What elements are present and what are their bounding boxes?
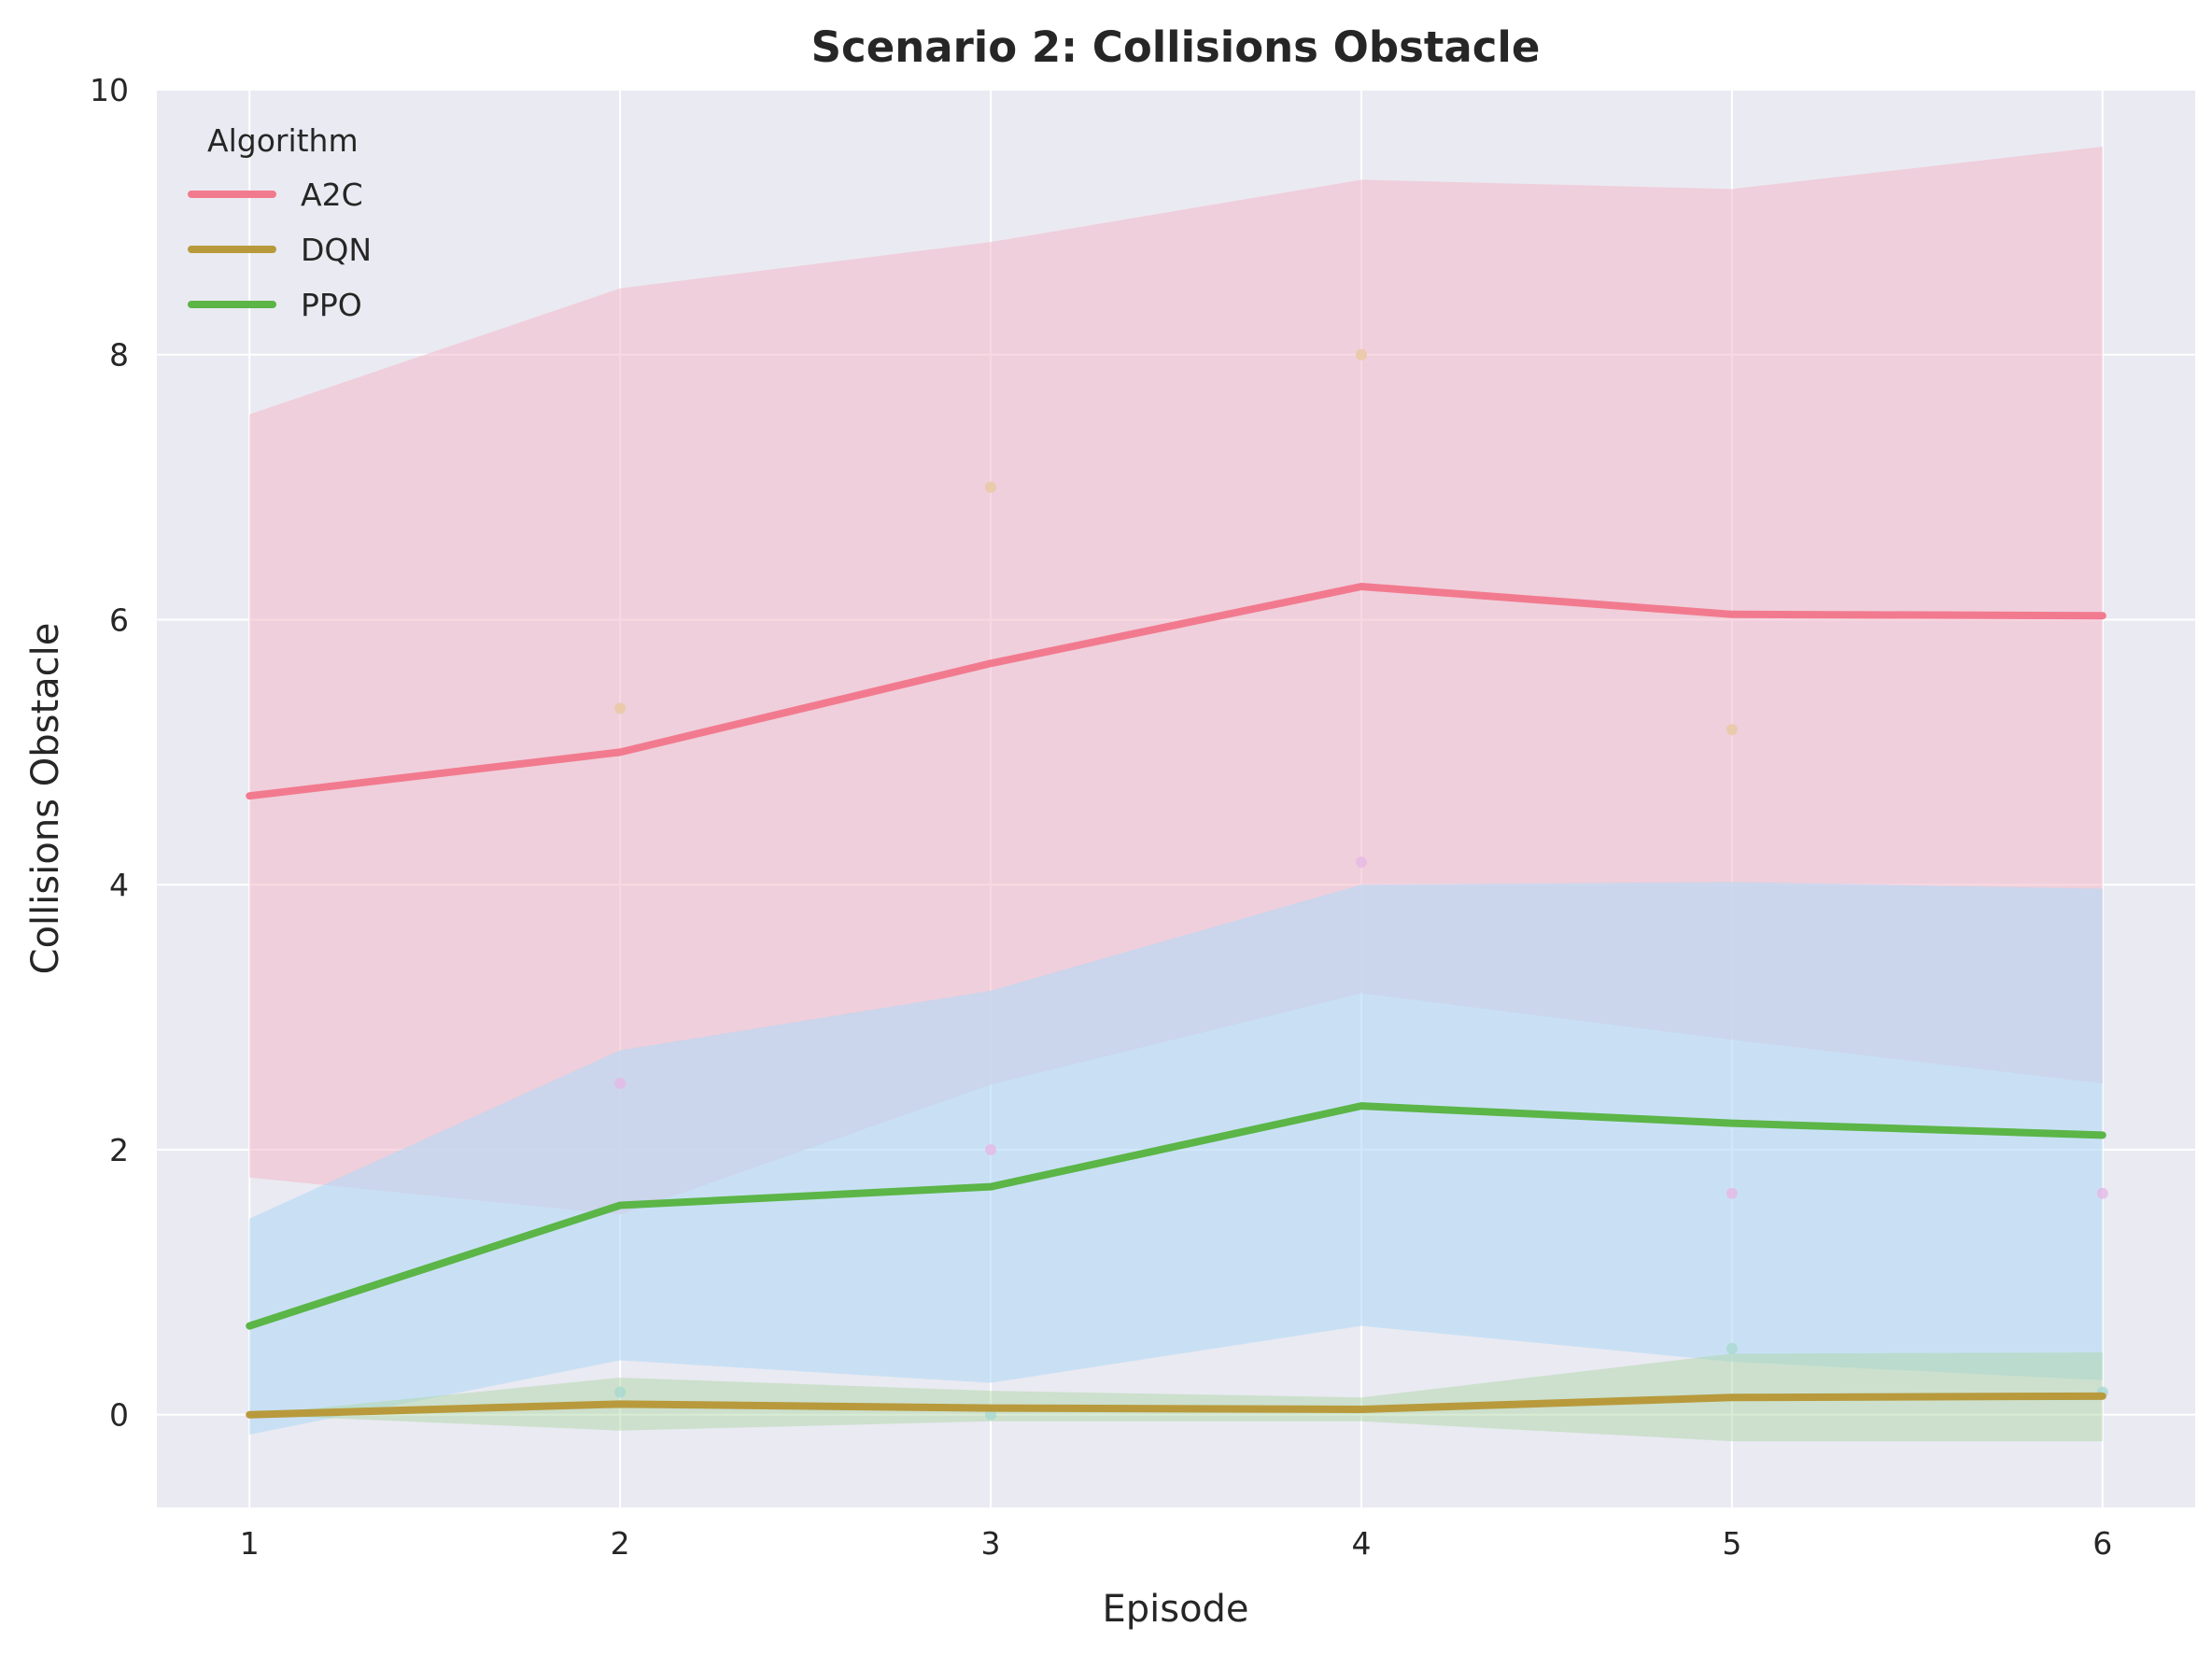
scatter-point-2 xyxy=(614,1078,627,1090)
y-tick-label: 6 xyxy=(109,601,129,638)
confidence-band-3 xyxy=(249,1352,2103,1442)
scatter-point-3 xyxy=(614,1386,627,1398)
y-axis-label: Collisions Obstacle xyxy=(24,623,67,975)
scatter-point-3 xyxy=(985,1408,997,1421)
series-line-dqn xyxy=(246,1392,2106,1419)
series-line-a2c xyxy=(246,583,2106,800)
legend-label-a2c: A2C xyxy=(301,177,363,213)
scatter-point-2 xyxy=(985,1143,997,1155)
scatter-point-2 xyxy=(1355,856,1367,869)
x-tick-label: 1 xyxy=(240,1525,260,1562)
scatter-point-2 xyxy=(2096,1187,2108,1199)
confidence-band-2 xyxy=(249,882,2103,1435)
scatter-point-1 xyxy=(1726,724,1738,736)
legend: Algorithm A2C DQN PPO xyxy=(188,122,372,323)
y-tick-label: 8 xyxy=(109,337,129,374)
y-tick-label: 2 xyxy=(109,1132,129,1168)
x-tick-label: 6 xyxy=(2092,1525,2112,1562)
chart-title: Scenario 2: Collisions Obstacle xyxy=(811,22,1541,72)
x-tick-label: 2 xyxy=(611,1525,630,1562)
x-tick-label: 3 xyxy=(981,1525,1001,1562)
y-tick-label: 10 xyxy=(90,72,129,108)
scatter-point-3 xyxy=(1726,1342,1738,1354)
series-lines xyxy=(246,583,2106,1419)
scatter-point-1 xyxy=(1355,348,1367,361)
legend-label-dqn: DQN xyxy=(301,232,372,268)
y-axis-ticks: 0 2 4 6 8 10 xyxy=(90,72,129,1434)
scatter-point-2 xyxy=(1726,1187,1738,1199)
scatter-point-1 xyxy=(985,481,997,493)
y-tick-label: 0 xyxy=(109,1397,129,1434)
confidence-bands xyxy=(249,147,2103,1442)
x-tick-label: 4 xyxy=(1351,1525,1371,1562)
legend-title: Algorithm xyxy=(207,122,359,159)
x-axis-ticks: 1 2 3 4 5 6 xyxy=(240,1525,2113,1562)
x-axis-label: Episode xyxy=(1102,1588,1248,1631)
legend-label-ppo: PPO xyxy=(301,287,362,323)
scatter-point-1 xyxy=(614,702,627,714)
series-line-ppo xyxy=(246,1102,2106,1330)
x-tick-label: 5 xyxy=(1722,1525,1741,1562)
y-tick-label: 4 xyxy=(109,867,129,903)
